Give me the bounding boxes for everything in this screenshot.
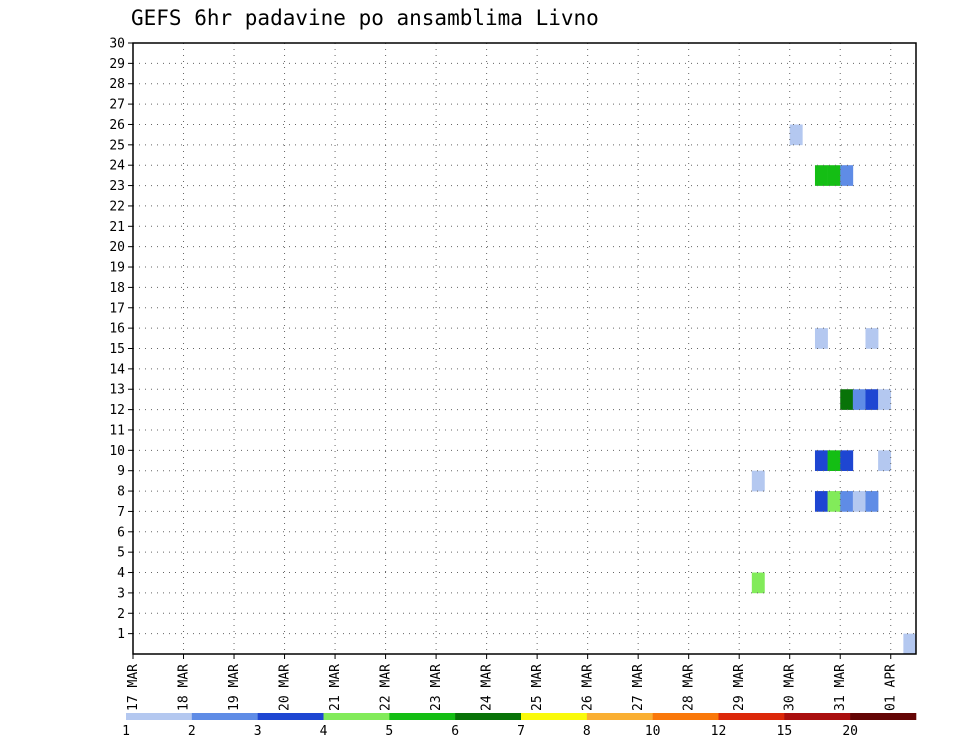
- y-tick-label: 18: [109, 281, 125, 296]
- x-tick-label: 22 MAR: [379, 664, 394, 711]
- heat-cell: [751, 572, 765, 594]
- x-tick-label: 30 MAR: [783, 664, 798, 711]
- heat-cell: [789, 124, 803, 146]
- y-tick-label: 14: [109, 362, 125, 377]
- colorbar-swatch: [718, 713, 785, 720]
- heat-cell: [865, 491, 879, 512]
- y-tick-label: 19: [109, 261, 125, 276]
- y-tick-label: 10: [109, 444, 125, 459]
- y-tick-label: 4: [117, 566, 125, 581]
- colorbar-swatch: [257, 713, 324, 720]
- colorbar-label: 4: [320, 724, 328, 739]
- heat-cell: [751, 470, 765, 492]
- x-tick-label: 19 MAR: [227, 664, 242, 711]
- x-axis: 17 MAR 18 MAR 19 MAR 20 MAR 21 MAR 22 MAR 23 M…: [126, 654, 899, 711]
- x-tick-label: 21 MAR: [328, 664, 343, 711]
- y-tick-label: 17: [109, 301, 125, 316]
- y-tick-label: 8: [117, 485, 125, 500]
- y-tick-label: 25: [109, 138, 125, 153]
- y-tick-label: 21: [109, 220, 125, 235]
- y-axis: 1234567891011121314151617181920212223242…: [109, 37, 133, 642]
- heat-cell: [827, 165, 841, 186]
- colorbar-label: 15: [777, 724, 793, 739]
- colorbar-label: 2: [188, 724, 196, 739]
- colorbar-swatch: [652, 713, 719, 720]
- x-tick-label: 01 APR: [884, 664, 899, 711]
- y-tick-label: 1: [117, 627, 125, 642]
- colorbar-swatch: [191, 713, 258, 720]
- colorbar-swatch: [323, 713, 390, 720]
- colorbar-label: 10: [645, 724, 661, 739]
- colorbar-label: 12: [711, 724, 727, 739]
- y-tick-label: 9: [117, 464, 125, 479]
- heat-cell: [840, 389, 854, 410]
- y-tick-label: 15: [109, 342, 125, 357]
- heat-cell: [827, 450, 841, 471]
- colorbar-swatch: [784, 713, 851, 720]
- colorbar-swatch: [850, 713, 917, 720]
- y-tick-label: 28: [109, 77, 125, 92]
- y-tick-label: 7: [117, 505, 125, 520]
- y-tick-label: 11: [109, 423, 125, 438]
- x-tick-label: 24 MAR: [480, 664, 495, 711]
- y-tick-label: 5: [117, 546, 125, 561]
- x-tick-label: 25 MAR: [530, 664, 545, 711]
- heat-cell: [814, 450, 828, 471]
- heat-cell: [878, 450, 892, 471]
- colorbar-label: 7: [517, 724, 525, 739]
- colorbar-label: 8: [583, 724, 591, 739]
- heat-cell: [852, 389, 866, 410]
- y-tick-label: 12: [109, 403, 125, 418]
- y-tick-label: 26: [109, 118, 125, 133]
- heat-cell: [840, 165, 854, 186]
- y-tick-label: 22: [109, 199, 125, 214]
- colorbar-label: 6: [451, 724, 459, 739]
- x-tick-label: 29 MAR: [732, 664, 747, 711]
- y-tick-label: 2: [117, 607, 125, 622]
- heat-cell: [814, 165, 828, 186]
- colorbar-swatch: [455, 713, 522, 720]
- y-tick-label: 16: [109, 322, 125, 337]
- y-tick-label: 3: [117, 586, 125, 601]
- x-tick-label: 23 MAR: [429, 664, 444, 711]
- heat-cell: [814, 491, 828, 512]
- y-tick-label: 20: [109, 240, 125, 255]
- colorbar-swatch: [126, 713, 193, 720]
- y-tick-label: 13: [109, 383, 125, 398]
- heat-cell: [852, 491, 866, 512]
- colorbar: 1 2 3 4 5 6 7 8 10 12 15 20: [122, 713, 917, 739]
- colorbar-label: 5: [385, 724, 393, 739]
- x-tick-label: 31 MAR: [833, 664, 848, 711]
- x-tick-label: 17 MAR: [126, 664, 141, 711]
- heat-cell: [827, 491, 841, 512]
- x-tick-label: 27 MAR: [631, 664, 646, 711]
- y-tick-label: 29: [109, 57, 125, 72]
- heat-cell: [814, 328, 828, 349]
- colorbar-swatch: [586, 713, 653, 720]
- heat-cell: [865, 328, 879, 349]
- chart-title: GEFS 6hr padavine po ansamblima Livno: [131, 6, 599, 30]
- colorbar-swatch: [521, 713, 588, 720]
- heat-cell: [878, 389, 892, 410]
- x-tick-label: 18 MAR: [177, 664, 192, 711]
- x-tick-label: 26 MAR: [581, 664, 596, 711]
- heat-cell: [840, 450, 854, 471]
- heat-cell: [903, 633, 917, 655]
- colorbar-label: 20: [842, 724, 858, 739]
- colorbar-label: 3: [254, 724, 262, 739]
- x-tick-label: 28 MAR: [682, 664, 697, 711]
- y-tick-label: 27: [109, 98, 125, 113]
- colorbar-label: 1: [122, 724, 130, 739]
- y-tick-label: 30: [109, 37, 125, 52]
- y-tick-label: 6: [117, 525, 125, 540]
- heat-cell: [865, 389, 879, 410]
- y-tick-label: 24: [109, 159, 125, 174]
- colorbar-swatch: [389, 713, 456, 720]
- y-tick-label: 23: [109, 179, 125, 194]
- heat-cell: [840, 491, 854, 512]
- x-tick-label: 20 MAR: [278, 664, 293, 711]
- cells-layer: [751, 124, 917, 655]
